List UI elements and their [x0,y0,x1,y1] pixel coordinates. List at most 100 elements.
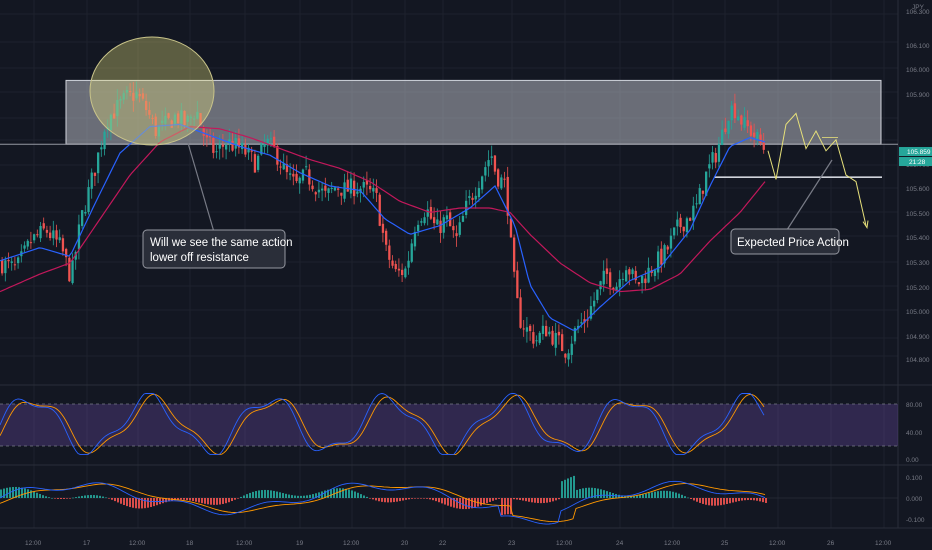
macd-hist-bar [147,498,149,508]
macd-hist-bar [333,488,335,498]
candle-body [615,286,618,292]
macd-hist-bar [339,488,341,498]
macd-hist-bar [636,495,638,498]
macd-hist-bar [195,498,197,502]
time-tick-label: 26 [827,540,835,547]
candle-body [247,147,250,153]
candle-body [215,151,218,153]
candle-body [545,325,548,337]
macd-hist-bar [258,490,260,498]
macd-hist-bar [246,494,248,498]
macd-hist-bar [225,498,227,504]
macd-hist-bar [174,498,176,501]
candle-body [225,144,228,150]
macd-hist-bar [471,498,473,509]
candle-body [756,132,759,140]
macd-hist-bar [495,498,497,500]
macd-hist-bar [762,498,764,503]
candle-body [525,327,529,332]
macd-hist-bar [588,487,590,498]
macd-hist-bar [456,498,458,509]
macd-hist-bar [630,496,632,498]
macd-hist-bar [312,494,314,498]
time-tick-label: 12:00 [664,540,681,547]
candle-body [234,137,237,149]
macd-hist-bar [726,498,728,504]
stochastic-pane[interactable]: 80.00 40.00 0.00 [0,393,923,465]
macd-hist-bar [645,493,647,498]
candle-body [586,319,589,321]
macd-signal-line [0,483,766,523]
candle-body [314,192,317,195]
callout-box[interactable] [730,228,840,255]
candle-body [237,138,241,148]
candle-body [228,139,231,144]
time-tick-label: 20 [401,540,409,547]
candle-body [369,186,372,190]
candle-body [65,248,68,258]
macd-hist-bar [210,498,212,505]
candle-body [263,143,266,147]
candle-body [660,248,663,265]
candle-body [365,179,369,185]
macd-hist-bar [21,487,23,498]
macd-hist-bar [270,490,272,498]
macd-hist-bar [135,498,137,509]
macd-hist-bar [198,498,200,503]
macd-hist-bar [264,489,266,498]
candle-body [68,257,71,282]
candle-body [487,160,490,167]
candle-body [55,230,58,240]
macd-hist-bar [0,489,2,498]
candle-body [151,117,154,119]
macd-hist-bar [300,495,302,498]
macd-hist-bar [45,496,47,498]
candle-body [410,243,413,262]
candle-body [61,238,65,252]
macd-hist-bar [729,498,731,504]
macd-pane[interactable]: 0.100 0.000 -0.100 [0,475,925,525]
candle-body [605,268,609,274]
candle-body [119,98,122,101]
candle-body [573,328,577,342]
macd-hist-bar [714,498,716,506]
macd-hist-bar [132,498,134,508]
time-tick-label: 12:00 [129,540,146,547]
macd-hist-bar [420,498,422,499]
highlight-circle[interactable] [89,36,215,146]
candle-body [391,260,394,266]
callout-box[interactable] [142,229,286,269]
candle-body [209,135,212,138]
macd-hist-bar [606,491,608,498]
candle-body [241,142,244,150]
price-pane[interactable]: Will we see the same action lower off res… [0,0,932,529]
macd-hist-bar [168,498,170,502]
time-tick-label: 12:00 [343,540,360,547]
macd-hist-bar [711,498,713,506]
candle-body [490,156,493,158]
macd-hist-bar [489,498,491,502]
macd-hist-bar [579,489,581,498]
macd-hist-bar [375,498,377,501]
candle-body [503,178,506,180]
macd-hist-bar [249,492,251,498]
macd-hist-bar [36,492,38,498]
candle-body [567,353,570,360]
macd-hist-bar [552,498,554,502]
candle-body [727,120,730,134]
macd-hist-bar [699,498,701,503]
candle-body [97,152,100,174]
macd-hist-bar [543,498,545,504]
macd-tick-label: -0.100 [906,517,925,524]
resistance-zone[interactable] [65,79,882,145]
macd-hist-bar [441,498,443,504]
candle-body [602,270,605,285]
macd-hist-bar [597,488,599,498]
candle-body [113,113,116,119]
macd-hist-bar [69,498,71,499]
macd-hist-bar [669,491,671,498]
time-tick-label: 18 [186,540,194,547]
candle-body [177,113,180,124]
candle-body [260,143,263,155]
